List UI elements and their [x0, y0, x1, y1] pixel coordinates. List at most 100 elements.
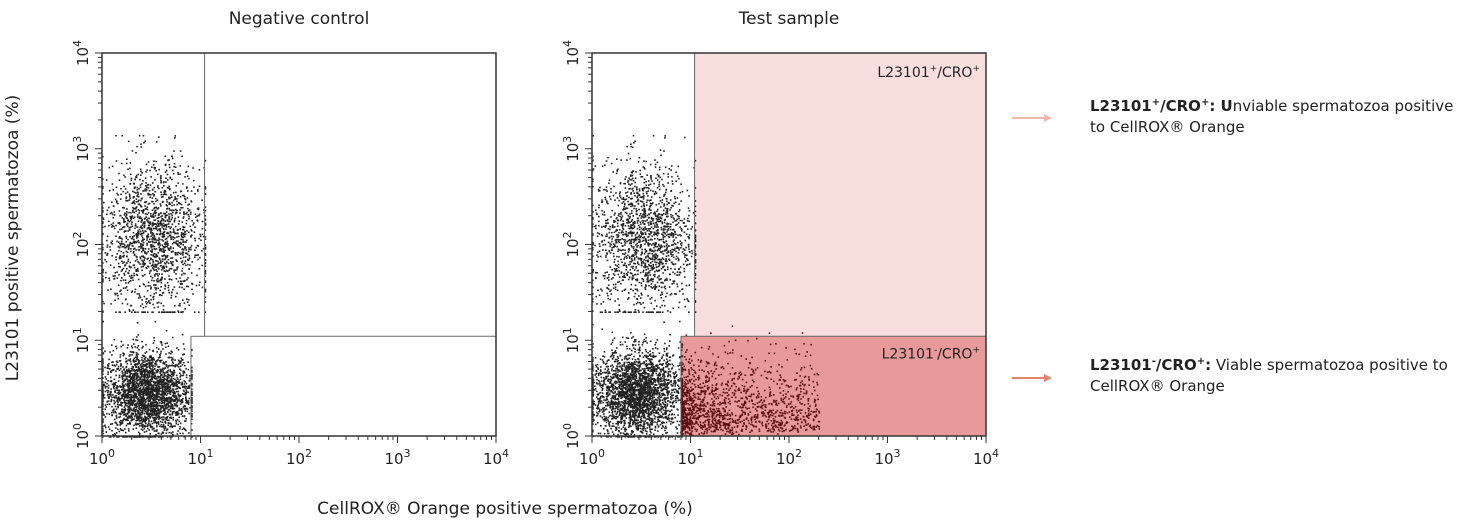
data-point	[146, 213, 148, 216]
data-point	[180, 409, 183, 412]
data-point	[122, 262, 124, 264]
data-point	[187, 165, 190, 168]
data-point	[176, 211, 178, 214]
data-point	[111, 254, 113, 257]
data-point	[185, 249, 187, 251]
data-point	[645, 376, 648, 378]
data-point	[165, 406, 167, 408]
data-point	[127, 344, 129, 346]
data-point	[170, 390, 172, 392]
data-point	[121, 419, 124, 422]
data-point	[191, 414, 193, 416]
data-point	[159, 356, 161, 358]
data-point	[119, 360, 122, 362]
data-point	[141, 384, 144, 387]
data-point	[154, 418, 156, 420]
data-point	[128, 275, 131, 277]
data-point	[119, 356, 122, 358]
data-point	[191, 355, 193, 357]
data-point	[138, 379, 140, 381]
data-point	[151, 414, 154, 416]
data-point	[169, 384, 172, 387]
data-point	[152, 368, 154, 371]
data-point	[124, 279, 127, 281]
data-point	[170, 425, 172, 427]
data-point	[177, 173, 179, 175]
data-point	[182, 238, 184, 241]
data-point	[131, 236, 134, 238]
data-point	[166, 376, 169, 379]
data-point	[144, 365, 146, 367]
data-point	[663, 375, 666, 378]
data-point	[176, 381, 179, 383]
data-point	[151, 422, 154, 425]
data-point	[151, 259, 154, 261]
data-point	[111, 213, 114, 216]
data-point	[145, 363, 147, 366]
data-point	[597, 398, 599, 400]
data-point	[158, 375, 160, 378]
data-point	[609, 386, 612, 388]
data-point	[147, 358, 149, 360]
data-point	[175, 259, 177, 261]
data-point	[179, 209, 181, 211]
data-point	[165, 361, 167, 363]
data-point	[166, 219, 169, 221]
data-point	[122, 414, 125, 416]
data-point	[141, 263, 144, 265]
data-point	[106, 209, 109, 212]
data-point	[123, 272, 125, 275]
data-point	[165, 386, 168, 388]
data-point	[174, 365, 177, 368]
data-point	[174, 385, 176, 387]
data-point	[594, 387, 597, 390]
data-point	[147, 192, 149, 195]
data-point	[128, 280, 131, 283]
data-point	[161, 255, 163, 257]
data-point	[111, 243, 114, 245]
data-point	[156, 370, 158, 373]
data-point	[134, 207, 136, 210]
data-point	[158, 233, 161, 235]
data-point	[163, 418, 165, 421]
data-point	[669, 423, 672, 425]
data-point	[155, 398, 158, 400]
data-point	[152, 358, 155, 360]
data-point	[166, 223, 168, 226]
data-point	[144, 140, 146, 143]
data-point	[167, 375, 169, 378]
data-point	[132, 379, 135, 382]
data-point	[162, 436, 164, 438]
data-point	[172, 416, 174, 419]
data-point	[102, 185, 104, 188]
data-point	[168, 226, 170, 228]
data-point	[149, 302, 151, 305]
data-point	[123, 392, 125, 394]
data-point	[169, 387, 172, 390]
data-point	[107, 400, 110, 402]
data-point	[125, 230, 127, 232]
data-point	[177, 382, 180, 384]
data-point	[164, 422, 167, 424]
data-point	[169, 220, 171, 223]
data-point	[632, 347, 635, 349]
data-point	[150, 227, 153, 230]
data-point	[125, 270, 127, 273]
data-point	[147, 370, 149, 373]
data-point	[167, 345, 170, 347]
data-point	[163, 409, 166, 411]
data-point	[128, 386, 130, 389]
data-point	[115, 415, 118, 418]
data-point	[157, 381, 159, 383]
data-point	[139, 296, 142, 299]
data-point	[102, 246, 104, 249]
data-point	[163, 385, 166, 388]
data-point	[160, 390, 162, 392]
data-point	[147, 404, 150, 406]
data-point	[120, 279, 122, 282]
data-point	[144, 420, 146, 422]
data-point	[145, 422, 147, 425]
data-point	[104, 387, 107, 389]
data-point	[201, 264, 204, 267]
